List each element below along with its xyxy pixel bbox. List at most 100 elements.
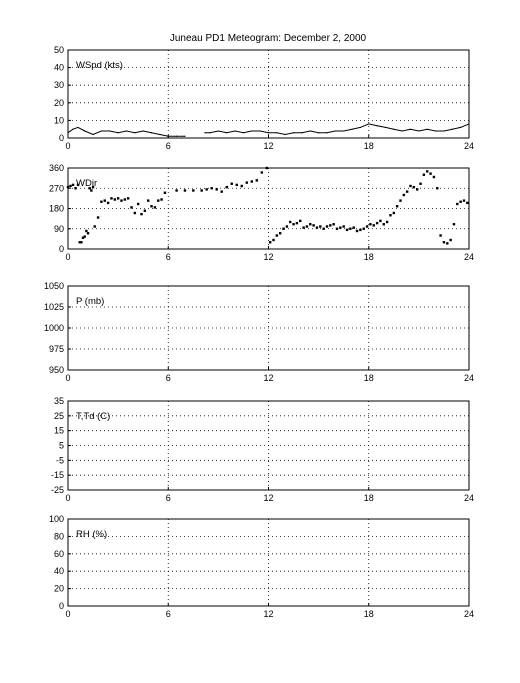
wdir-point: [126, 197, 130, 200]
x-tick-label: 18: [364, 252, 374, 262]
y-tick-label: 1000: [44, 323, 64, 333]
wdir-point: [359, 228, 362, 232]
panel-1: 0 6 12 18 24 0 10 20 30 40 50 WSpd (kts): [54, 45, 474, 151]
wdir-point: [372, 224, 375, 227]
figure-title: Juneau PD1 Meteogram: December 2, 2000: [170, 33, 367, 44]
wdir-point: [71, 183, 75, 187]
wdir-point: [382, 223, 385, 226]
data-point: [77, 126, 79, 129]
data-point: [142, 130, 144, 132]
wdir-point: [379, 219, 382, 223]
wdir-point: [240, 184, 243, 188]
x-tick-label: 12: [263, 609, 273, 619]
wdir-point: [78, 241, 81, 244]
x-tick-label: 18: [364, 609, 374, 619]
wdir-point: [278, 232, 282, 235]
x-tick-label: 0: [65, 609, 70, 619]
data-point: [301, 132, 303, 134]
wdir-point: [183, 189, 187, 192]
wdir-point: [319, 225, 322, 228]
wdir-point: [459, 200, 462, 203]
wdir-point: [147, 199, 150, 202]
y-tick-label: 80: [54, 531, 64, 541]
y-tick-label: -5: [56, 455, 64, 465]
wdir-point: [419, 182, 422, 185]
y-tick-label: 0: [59, 244, 64, 254]
y-tick-label: 5: [59, 441, 64, 451]
wdir-point: [255, 179, 259, 182]
wdir-point: [305, 225, 309, 228]
wdir-point: [315, 226, 319, 229]
wdir-point: [446, 242, 449, 245]
x-tick-label: 0: [65, 252, 70, 262]
wdir-point: [230, 182, 233, 185]
wdir-point: [93, 225, 96, 228]
data-point: [209, 132, 211, 134]
data-point: [159, 133, 161, 136]
wdir-point: [215, 188, 218, 191]
wdir-point: [150, 205, 153, 208]
data-point: [368, 123, 370, 125]
wdir-point: [345, 228, 349, 232]
data-point: [351, 128, 353, 130]
data-point: [267, 132, 270, 134]
wdir-point: [66, 185, 70, 189]
wdir-point: [85, 229, 88, 233]
wdir-point: [175, 189, 178, 192]
wdir-point: [160, 198, 163, 201]
data-point: [217, 130, 219, 132]
wdir-point: [100, 200, 103, 203]
y-tick-label: 0: [59, 601, 64, 611]
panel-label: WDir: [76, 178, 97, 189]
wdir-point: [436, 187, 439, 190]
wdir-point: [362, 227, 365, 230]
x-tick-label: 24: [464, 373, 474, 383]
data-point: [92, 133, 94, 136]
wdir-point: [462, 199, 466, 202]
data-point: [401, 130, 403, 132]
data-point: [226, 132, 228, 134]
wdir-point: [395, 205, 399, 208]
data-point: [309, 130, 311, 132]
wdir-point: [205, 188, 208, 191]
data-point: [117, 132, 119, 134]
wdir-point: [399, 199, 402, 202]
y-tick-label: 20: [54, 584, 64, 594]
wdir-point: [392, 211, 396, 215]
wdir-point: [285, 225, 289, 228]
wdir-point: [426, 170, 429, 173]
wdir-point: [136, 202, 140, 206]
panel-5: 0 6 12 18 24 0 20 40 60 80 100 RH (%): [49, 514, 474, 619]
x-tick-label: 24: [464, 609, 474, 619]
wdir-point: [225, 185, 228, 189]
wdir-point: [416, 188, 419, 191]
wdir-point: [153, 206, 157, 209]
y-tick-label: 0: [59, 133, 64, 143]
x-tick-label: 18: [364, 141, 374, 151]
x-tick-label: 24: [464, 493, 474, 503]
wdir-point: [103, 199, 106, 202]
wdir-point: [86, 232, 90, 235]
y-tick-label: 60: [54, 549, 64, 559]
wdir-point: [309, 223, 312, 226]
y-tick-label: 50: [54, 45, 64, 55]
wdir-point: [260, 171, 264, 174]
wdir-point: [210, 187, 213, 190]
y-tick-label: 950: [49, 365, 64, 375]
wdir-point: [402, 193, 406, 197]
data-point: [409, 128, 412, 130]
y-tick-label: 30: [54, 80, 64, 90]
data-point: [334, 130, 336, 132]
data-point: [176, 135, 178, 137]
wdir-point: [322, 227, 325, 230]
data-point: [434, 130, 437, 132]
wdir-point: [268, 241, 272, 244]
data-point: [276, 132, 278, 134]
data-point: [125, 130, 128, 132]
x-tick-label: 0: [65, 493, 70, 503]
wdir-point: [143, 209, 147, 212]
data-point: [418, 130, 420, 132]
wdir-point: [80, 241, 83, 244]
